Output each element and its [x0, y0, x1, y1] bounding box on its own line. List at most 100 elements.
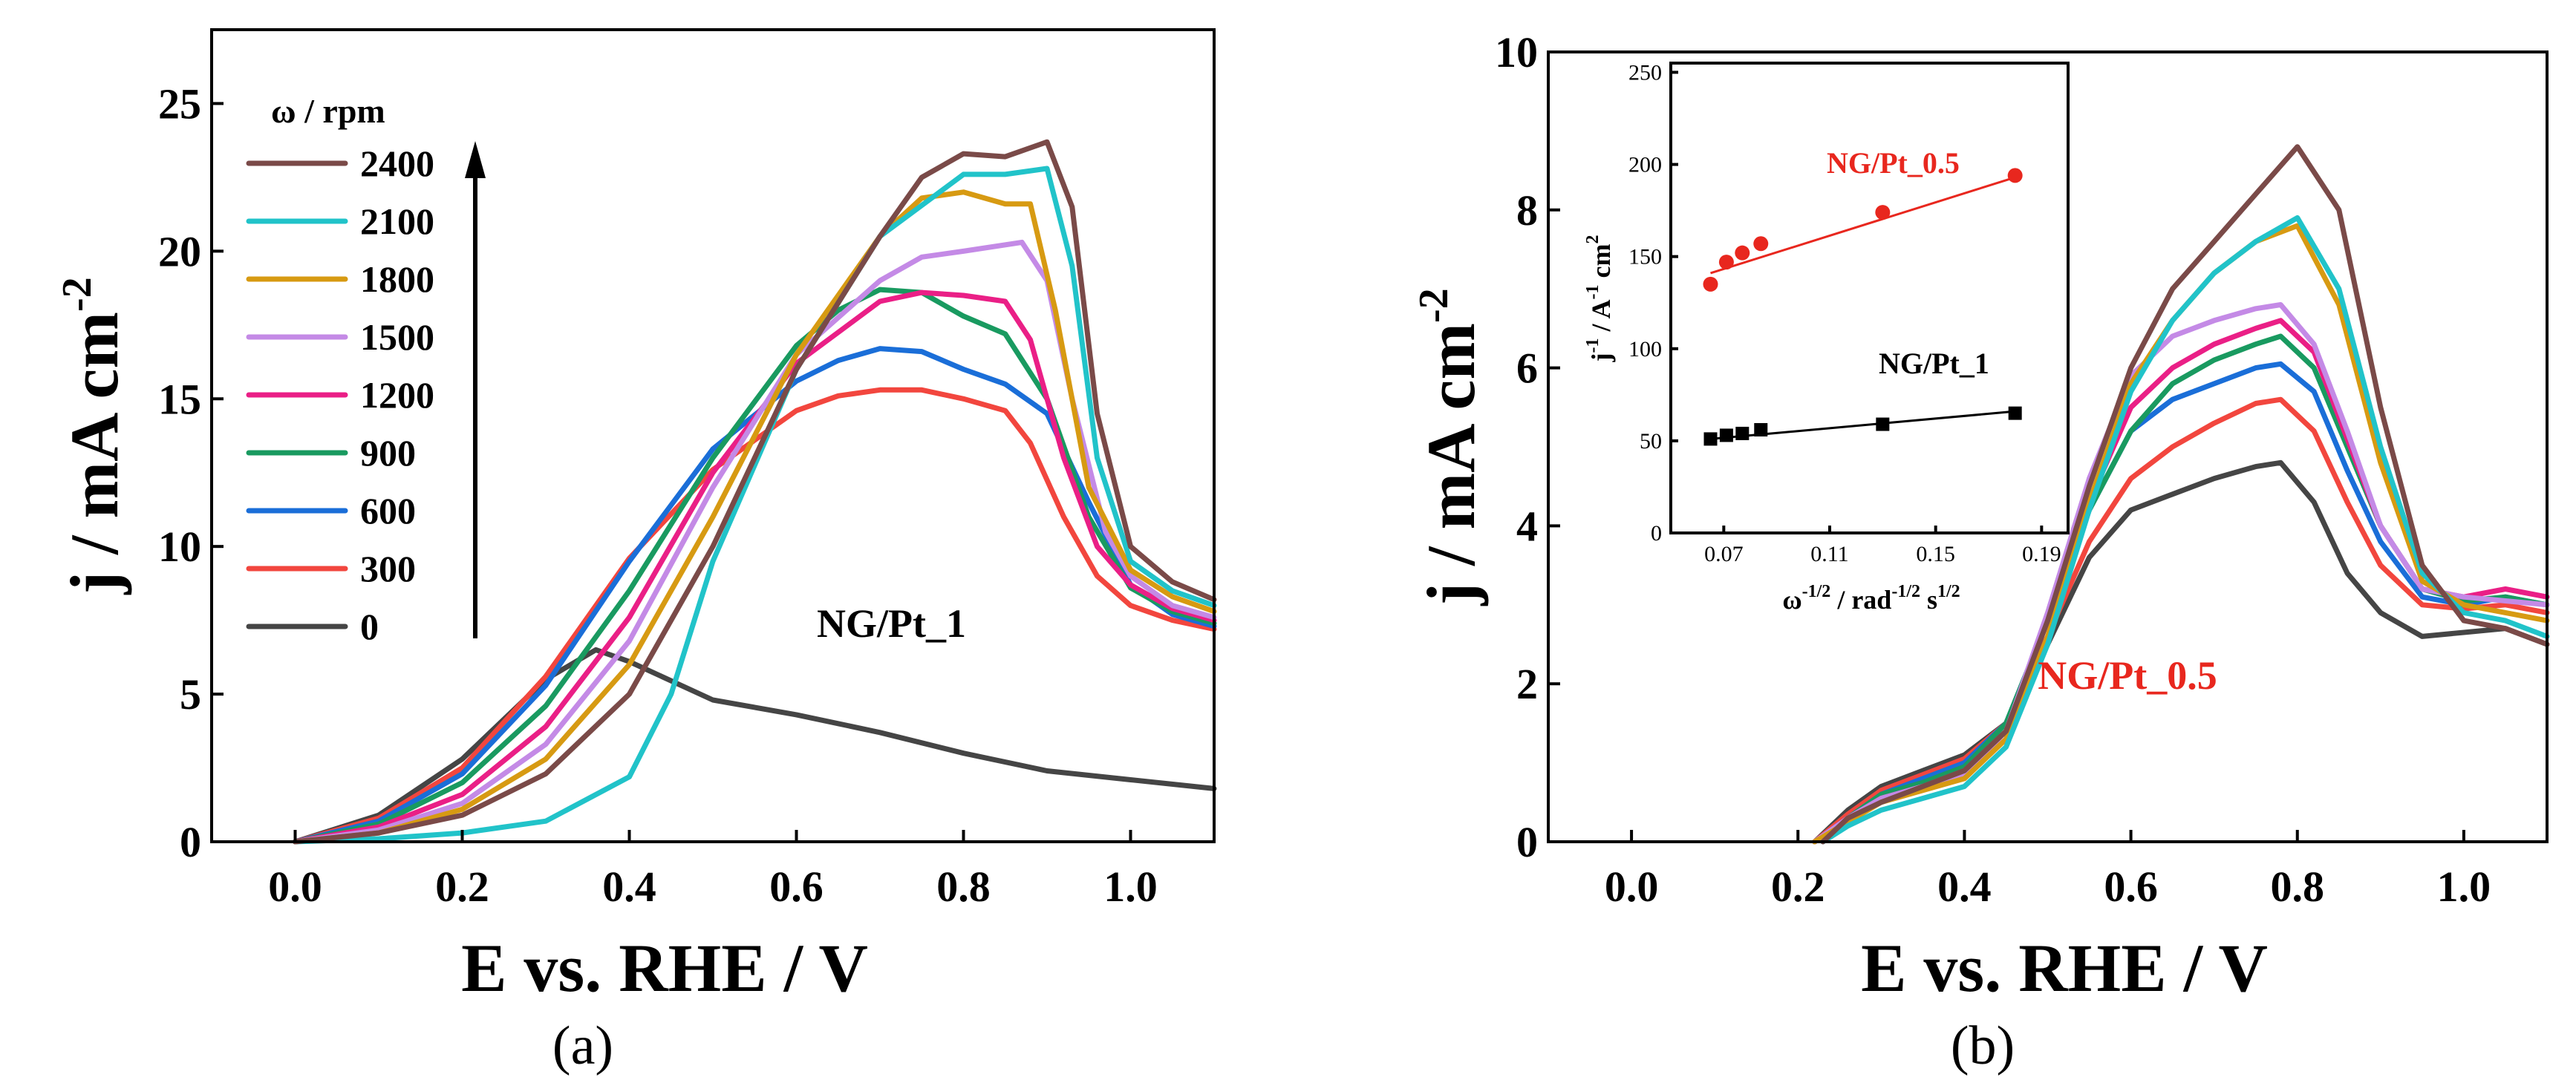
legend-label-900: 900 [360, 432, 416, 474]
inset-x-tick-label: 0.07 [1704, 542, 1744, 566]
panel-b-x-tick-label: 1.0 [2437, 863, 2491, 911]
inset-y-axis-title-j: j [1586, 353, 1616, 362]
legend-label-2400: 2400 [360, 143, 434, 184]
panel-a-curve-900 [293, 287, 1217, 845]
panel-a-x-tick-label: 0.0 [268, 863, 322, 911]
inset-y-axis-title: j-1 / A-1 cm2 [1583, 235, 1616, 363]
panel-a-legend: ω / rpm 2400 2100 1800 1500 1200 900 600 300 0 [246, 92, 434, 647]
inset-x-axis-title-sup3: 1/2 [1937, 582, 1960, 601]
inset-x-tick-label: 0.19 [2022, 542, 2061, 566]
inset-x-axis-title-end: s [1920, 585, 1937, 615]
inset-point-NG/Pt_0.5 [1703, 276, 1718, 292]
panel-b-curve-300 [1812, 396, 2550, 845]
legend-label-2100: 2100 [360, 200, 434, 242]
inset-y-tick-label: 50 [1640, 429, 1662, 454]
panel-b-ticks: 0.0 0.2 0.4 0.6 0.8 1.0 0 2 4 6 8 10 [1495, 28, 2491, 911]
inset-x-axis-title: ω-1/2 / rad-1/2 s1/2 [1782, 582, 1960, 615]
legend-label-600: 600 [360, 490, 416, 531]
inset-annotation-ngpt1: NG/Pt_1 [1879, 347, 1989, 380]
panel-a-y-tick-label: 0 [180, 818, 201, 866]
panel-b-label: (b) [1951, 1015, 2015, 1076]
inset-point-NG/Pt_1 [1703, 432, 1718, 446]
inset-point-NG/Pt_0.5 [2007, 168, 2023, 183]
panel-b-inset: 0.07 0.11 0.15 0.19 0 50 100 150 200 250 NG/Pt_0.… [1583, 60, 2070, 615]
inset-y-axis-title-mid: / A [1586, 299, 1616, 338]
panel-b-frame [1547, 50, 2549, 843]
panel-b-x-tick-label: 0.2 [1771, 863, 1825, 911]
panel-a-increase-arrow-head-icon [465, 141, 486, 178]
panel-b-curve-600 [1812, 361, 2550, 845]
panel-b-x-tick-label: 0.4 [1937, 863, 1992, 911]
panel-b-curve-2400 [1820, 144, 2550, 845]
inset-fit-NG/Pt_0.5 [1710, 176, 2016, 275]
inset-y-axis-title-sup2: -1 [1583, 284, 1602, 299]
panel-b-x-tick-label: 0.0 [1605, 863, 1659, 911]
panel-a-y-axis-title-main: j / mA cm [56, 312, 132, 595]
panel-b-y-axis-title-sup: -2 [1411, 288, 1457, 323]
inset-points [1703, 168, 2023, 446]
panel-a-x-axis-title: E vs. RHE / V [461, 930, 868, 1006]
inset-point-NG/Pt_0.5 [1718, 255, 1734, 270]
inset-ticks: 0.07 0.11 0.15 0.19 0 50 100 150 200 250 [1628, 60, 2061, 566]
panel-b-x-tick-label: 0.6 [2104, 863, 2158, 911]
panel-a-y-axis-title: j / mA cm-2 [54, 277, 132, 595]
inset-point-NG/Pt_1 [1719, 428, 1733, 442]
panel-b-annotation: NG/Pt_0.5 [2038, 653, 2217, 698]
panel-a-curve-1500 [293, 239, 1217, 845]
inset-point-NG/Pt_1 [1754, 422, 1768, 436]
panel-b-y-tick-label: 4 [1516, 502, 1538, 550]
panel-a-x-tick-label: 0.4 [602, 863, 656, 911]
inset-y-tick-label: 150 [1628, 245, 1662, 269]
inset-background [1634, 63, 2068, 534]
panel-b-x-tick-label: 0.8 [2271, 863, 2325, 911]
panel-a-y-tick-label: 25 [158, 79, 201, 128]
panel-a-x-tick-label: 0.2 [435, 863, 489, 911]
inset-x-axis-title-mid: / rad [1830, 585, 1891, 615]
panel-a-x-tick-label: 0.8 [936, 863, 991, 911]
legend-label-1200: 1200 [360, 374, 434, 416]
panel-a-curve-300 [293, 387, 1217, 845]
panel-b-y-tick-label: 6 [1516, 344, 1538, 393]
panel-b-y-axis-title-main: j / mA cm [1413, 323, 1489, 606]
inset-x-axis-title-omega: ω [1782, 585, 1801, 615]
panel-b-curve-0 [1812, 459, 2550, 845]
panel-b-curve-2100 [1820, 215, 2550, 845]
panel-b-y-tick-label: 10 [1495, 28, 1538, 76]
inset-y-axis-title-sup1: -1 [1583, 338, 1602, 353]
panel-b-y-tick-label: 8 [1516, 186, 1538, 235]
panel-b: 0.0 0.2 0.4 0.6 0.8 1.0 0 2 4 6 8 10 NG/Pt_0.5 E vs… [1411, 28, 2550, 1076]
inset-y-tick-label: 0 [1651, 521, 1662, 546]
inset-point-NG/Pt_1 [1735, 426, 1750, 440]
inset-point-NG/Pt_0.5 [1753, 236, 1769, 252]
panel-a-x-tick-label: 1.0 [1103, 863, 1158, 911]
panel-a-y-tick-label: 10 [158, 523, 201, 571]
panel-b-y-tick-label: 0 [1516, 818, 1538, 866]
panel-a-curve-1200 [293, 289, 1217, 845]
inset-y-tick-label: 250 [1628, 60, 1662, 85]
panel-a-ticks: 0.0 0.2 0.4 0.6 0.8 1.0 0 5 10 15 20 25 [158, 79, 1158, 911]
inset-point-NG/Pt_0.5 [1875, 205, 1891, 220]
panel-a-y-tick-label: 15 [158, 375, 201, 423]
inset-y-axis-title-sup3: 2 [1583, 235, 1602, 244]
inset-y-tick-label: 200 [1628, 153, 1662, 177]
panel-b-curves [1812, 144, 2550, 845]
panel-a: 0.0 0.2 0.4 0.6 0.8 1.0 0 5 10 15 20 25 ω / rpm 240… [54, 28, 1217, 1076]
panel-b-y-tick-label: 2 [1516, 660, 1538, 708]
panel-a-curves [293, 139, 1217, 845]
panel-a-y-tick-label: 5 [180, 670, 201, 719]
panel-a-curve-2400 [293, 139, 1217, 845]
panel-a-legend-title: ω / rpm [271, 92, 385, 130]
inset-x-axis-title-sup1: -1/2 [1802, 582, 1831, 601]
panel-b-x-axis-title: E vs. RHE / V [1861, 930, 2268, 1006]
inset-annotation-ngpt05: NG/Pt_0.5 [1827, 146, 1960, 180]
panel-a-label: (a) [552, 1015, 613, 1076]
inset-x-tick-label: 0.15 [1916, 542, 1955, 566]
inset-point-NG/Pt_0.5 [1735, 245, 1750, 261]
panel-b-y-axis-title: j / mA cm-2 [1411, 288, 1489, 606]
inset-point-NG/Pt_1 [2008, 406, 2022, 420]
panel-a-annotation: NG/Pt_1 [817, 601, 966, 646]
inset-x-tick-label: 0.11 [1810, 542, 1848, 566]
inset-frame [1669, 62, 2070, 534]
inset-y-axis-title-end: cm [1586, 243, 1616, 284]
